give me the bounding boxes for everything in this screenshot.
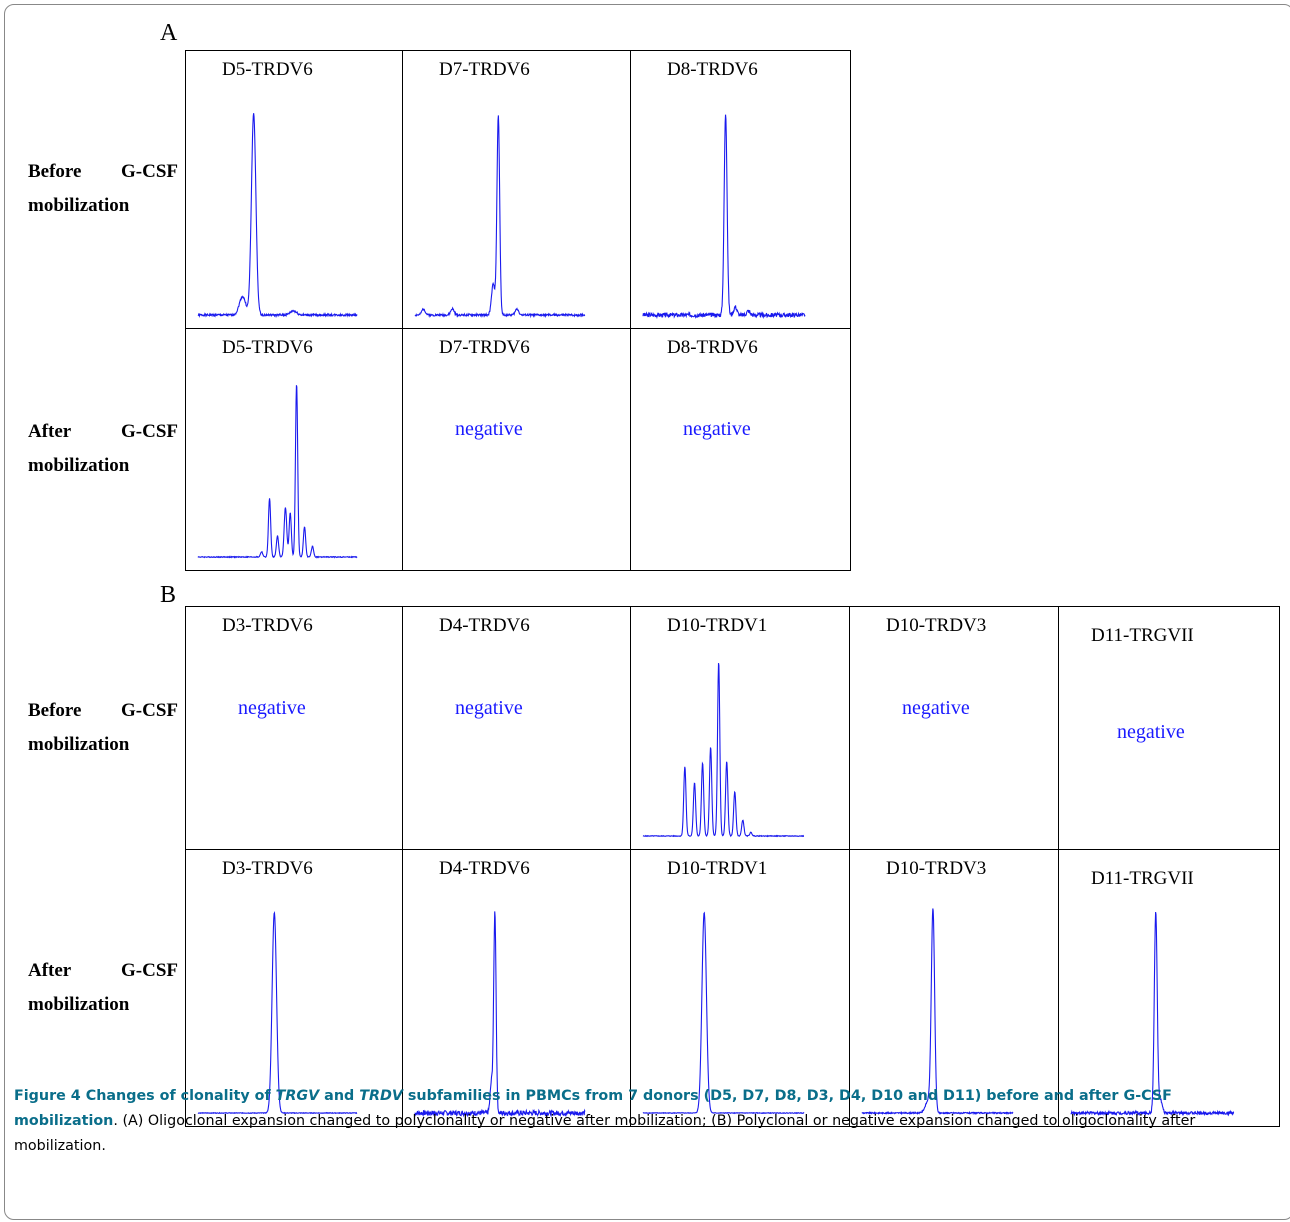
row-label-word: After — [28, 421, 72, 442]
caption-title: Figure 4 Changes of clonality of TRGV an… — [14, 1088, 1172, 1129]
cell-title: D8-TRDV6 — [667, 337, 758, 358]
trace-line — [197, 113, 358, 318]
trace-line — [861, 908, 1014, 1116]
trace-line — [197, 911, 358, 1115]
plot-cell: D10-TRDV1 — [630, 849, 850, 1127]
negative-label: negative — [1117, 720, 1185, 743]
row-label-line: mobilization — [28, 993, 130, 1015]
caption-text: . (A) Oligoclonal expansion changed to p… — [14, 1113, 1196, 1154]
negative-label: negative — [455, 696, 523, 719]
cell-title: D10-TRDV3 — [886, 615, 987, 636]
negative-label: negative — [902, 696, 970, 719]
plot-cell: D10-TRDV1 — [630, 606, 850, 850]
plot-cell: D11-TRGVII negative — [1058, 606, 1280, 850]
cell-title: D10-TRDV1 — [667, 858, 768, 879]
row-label-line: mobilization — [28, 733, 130, 755]
electropherogram-trace — [197, 911, 358, 1115]
plot-cell: D8-TRDV6 — [630, 50, 851, 329]
cell-title: D10-TRDV1 — [667, 615, 768, 636]
trace-line — [414, 911, 586, 1118]
row-label-word: After — [28, 959, 72, 981]
electropherogram-trace — [861, 908, 1014, 1116]
electropherogram-trace — [1070, 911, 1235, 1117]
figure-caption: Figure 4 Changes of clonality of TRGV an… — [14, 1084, 1276, 1159]
row-label-line: After G-CSF — [28, 954, 178, 988]
cell-title: D3-TRDV6 — [222, 615, 313, 636]
plot-cell: D3-TRDV6 — [185, 849, 403, 1127]
cell-title: D4-TRDV6 — [439, 858, 530, 879]
cell-title: D7-TRDV6 — [439, 337, 530, 358]
plot-cell: D5-TRDV6 — [185, 328, 403, 571]
negative-label: negative — [455, 418, 523, 440]
cell-title: D4-TRDV6 — [439, 615, 530, 636]
electropherogram-trace — [197, 113, 358, 318]
plot-cell: D10-TRDV3 negative — [849, 606, 1059, 850]
plot-cell: D7-TRDV6 — [402, 50, 631, 329]
row-label-line: mobilization — [28, 195, 130, 216]
trace-line — [642, 663, 805, 838]
row-label: After G-CSF mobilization — [28, 954, 178, 1022]
cell-title: D8-TRDV6 — [667, 59, 758, 80]
cell-title: D11-TRGVII — [1091, 868, 1194, 889]
figure-frame — [4, 4, 1290, 1220]
row-label: Before G-CSF mobilization — [28, 694, 178, 762]
row-label-line: mobilization — [28, 455, 130, 476]
panel-letter-b: B — [160, 582, 177, 608]
plot-cell: D7-TRDV6 negative — [402, 328, 631, 571]
trace-line — [197, 385, 358, 559]
row-label-line: Before G-CSF — [28, 155, 178, 189]
cell-title: D3-TRDV6 — [222, 858, 313, 879]
negative-label: negative — [683, 418, 751, 440]
row-label-line: After G-CSF — [28, 415, 178, 449]
plot-cell: D4-TRDV6 negative — [402, 606, 631, 850]
electropherogram-trace — [642, 663, 805, 838]
plot-cell: D8-TRDV6 negative — [630, 328, 851, 571]
row-label-word: Before — [28, 699, 82, 721]
trace-line — [642, 114, 806, 320]
cell-title: D11-TRGVII — [1091, 625, 1194, 646]
electropherogram-trace — [197, 385, 358, 559]
electropherogram-trace — [642, 911, 805, 1115]
row-label-word: G-CSF — [121, 699, 178, 721]
cell-title: D7-TRDV6 — [439, 59, 530, 80]
plot-cell: D3-TRDV6 negative — [185, 606, 403, 850]
cell-title: D10-TRDV3 — [886, 858, 987, 879]
cell-title: D5-TRDV6 — [222, 59, 313, 80]
plot-cell: D11-TRGVII — [1058, 849, 1280, 1127]
row-label-word: G-CSF — [121, 421, 178, 442]
electropherogram-trace — [414, 911, 586, 1118]
electropherogram-trace — [414, 115, 586, 319]
trace-line — [1070, 911, 1235, 1117]
row-label-word: G-CSF — [121, 959, 178, 981]
plot-cell: D5-TRDV6 — [185, 50, 403, 329]
row-label-word: Before — [28, 161, 82, 182]
trace-line — [642, 911, 805, 1115]
electropherogram-trace — [642, 114, 806, 320]
cell-title: D5-TRDV6 — [222, 337, 313, 358]
trace-line — [414, 115, 586, 319]
row-label-line: Before G-CSF — [28, 694, 178, 728]
row-label: After G-CSF mobilization — [28, 415, 178, 483]
negative-label: negative — [238, 696, 306, 719]
row-label-word: G-CSF — [121, 161, 178, 182]
plot-cell: D10-TRDV3 — [849, 849, 1059, 1127]
panel-letter-a: A — [160, 20, 178, 46]
plot-cell: D4-TRDV6 — [402, 849, 631, 1127]
row-label: Before G-CSF mobilization — [28, 155, 178, 223]
